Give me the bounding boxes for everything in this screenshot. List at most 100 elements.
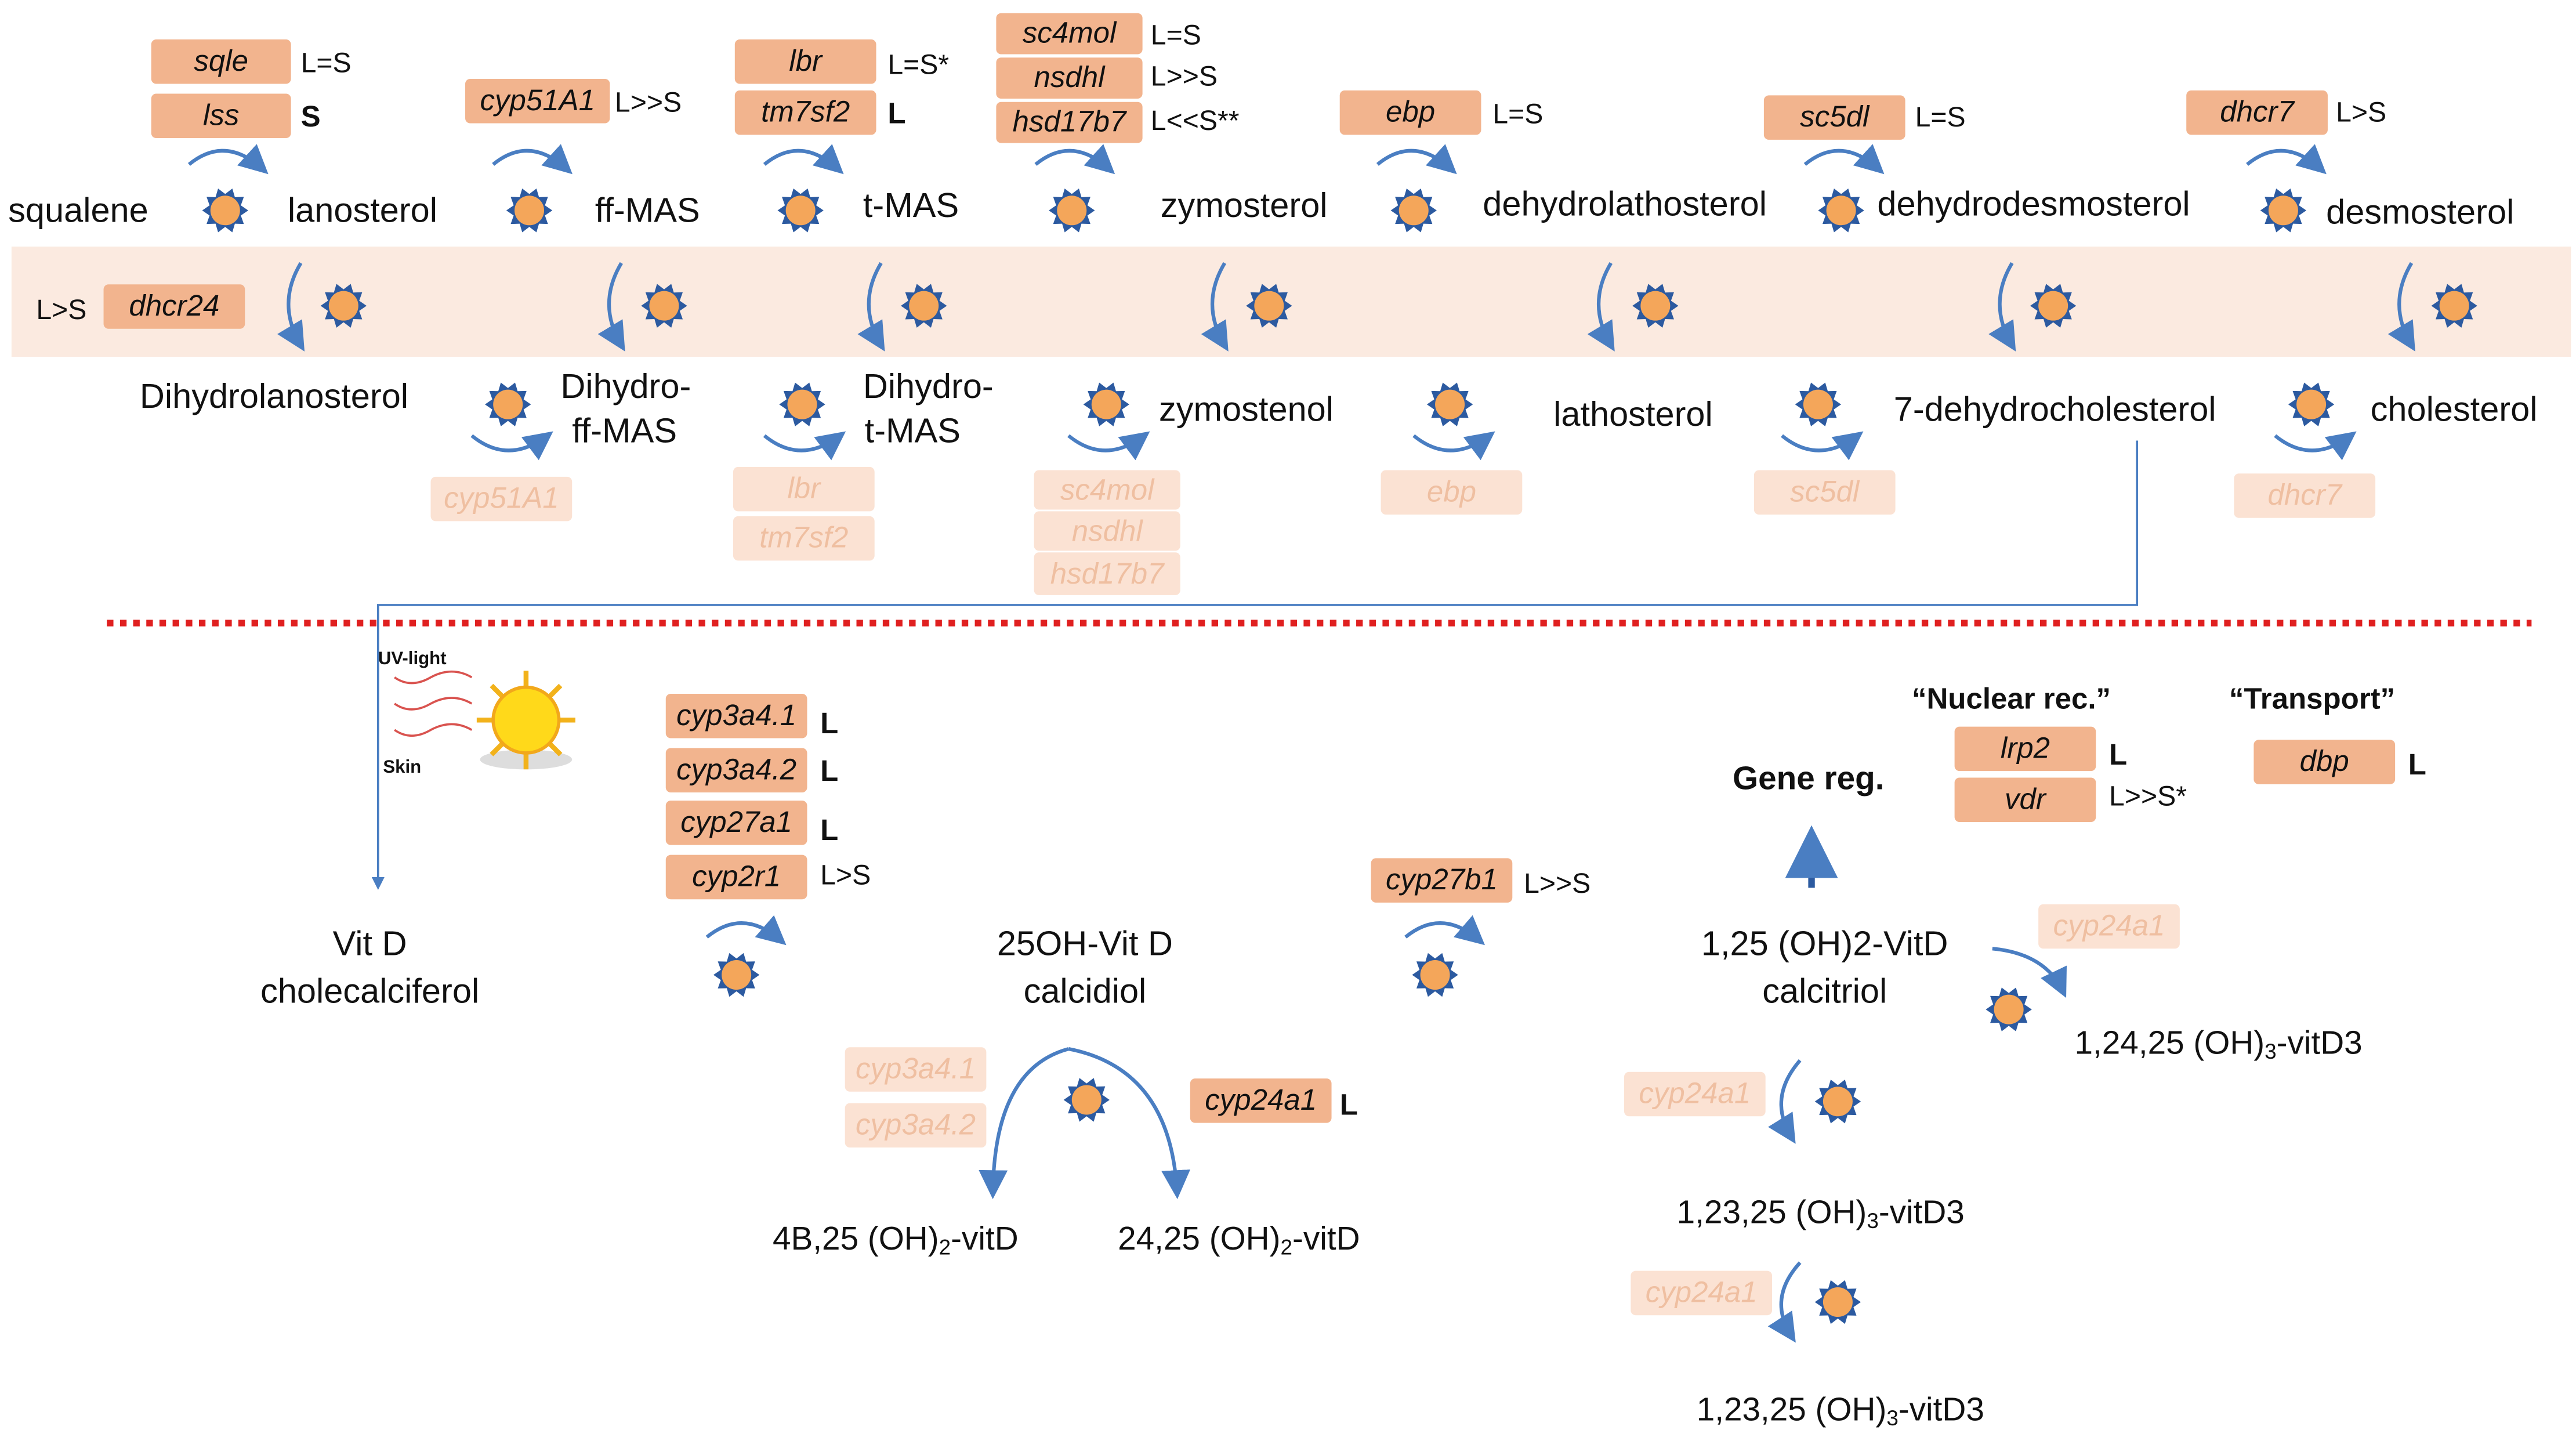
p12325b-pre: 1,23,25 (OH)	[1696, 1392, 1887, 1429]
gene-cyp27b1: cyp27b1	[1371, 858, 1513, 903]
gene-faded-cyp24a1-c: cyp24a1	[1631, 1270, 1773, 1316]
note-cyp3a4-2: L	[820, 754, 839, 788]
p12325a-pre: 1,23,25 (OH)	[1676, 1195, 1867, 1232]
gene-faded-tm7sf2: tm7sf2	[733, 516, 875, 561]
arrow-25-hydroxylation	[705, 915, 787, 946]
p12425-pre: 1,24,25 (OH)	[2074, 1026, 2265, 1062]
gene-faded-cyp24a1-b: cyp24a1	[1624, 1071, 1766, 1117]
p12425-post: -vitD3	[2276, 1026, 2363, 1062]
note-cyp24a1: L	[1339, 1088, 1358, 1121]
arrow-dhcr24-1	[277, 262, 305, 352]
p4b-post: -vitD	[951, 1221, 1019, 1258]
gene-faded-cyp3a4-1: cyp3a4.1	[845, 1047, 987, 1092]
p12325a-sub: 3	[1867, 1208, 1879, 1233]
metabolite-dihydrolanosterol: Dihydrolanosterol	[139, 378, 409, 417]
note-cyp3a4-1: L	[820, 707, 839, 740]
note-dhcr7: L>S	[2336, 97, 2387, 129]
note-sc5dl: L=S	[1915, 102, 1966, 133]
metabolite-25oh-vit-d: 25OH-Vit D	[997, 925, 1173, 964]
note-hsd17b7: L<<S**	[1150, 105, 1240, 137]
uv-waves	[394, 670, 473, 737]
note-vdr: L>>S*	[2109, 781, 2187, 812]
note-sqle: L=S	[300, 48, 352, 79]
gene-faded-cyp51a1: cyp51A1	[430, 476, 573, 522]
gear-icon	[777, 189, 824, 233]
gear-icon	[1986, 987, 2032, 1031]
arrow-ebp	[1376, 144, 1457, 175]
metabolite-squalene: squalene	[8, 192, 148, 230]
gene-lbr: lbr	[734, 39, 876, 84]
gear-icon	[1049, 189, 1095, 233]
note-sc4mol: L=S	[1150, 20, 1201, 51]
metabolite-lathosterol: lathosterol	[1553, 396, 1713, 435]
arrow-dhcr24-4	[1201, 262, 1229, 352]
gear-icon	[506, 189, 553, 233]
metabolite-dehydrodesmosterol: dehydrodesmosterol	[1877, 186, 2190, 224]
enzyme-gear-icons	[202, 189, 2477, 1324]
metabolite-dihydro-ff-mas-2: ff-MAS	[572, 412, 677, 451]
metabolite-zymosterol: zymosterol	[1160, 187, 1328, 226]
gene-nsdhl: nsdhl	[996, 57, 1143, 99]
gene-sc4mol: sc4mol	[996, 13, 1143, 55]
gear-icon	[1390, 189, 1437, 233]
gear-icon	[1814, 1080, 1861, 1124]
metabolite-desmosterol: desmosterol	[2326, 194, 2515, 232]
nuclear-rec-header: “Nuclear rec.”	[1911, 682, 2111, 715]
arrow-cyp51a1	[492, 144, 573, 175]
arrow-sc5dl	[1803, 144, 1885, 175]
note-lrp2: L	[2109, 738, 2128, 772]
connector-7dhc-to-vitd	[371, 440, 2139, 890]
gene-lrp2: lrp2	[1954, 726, 2096, 772]
note-tm7sf2: L	[887, 97, 906, 130]
gene-sc5dl: sc5dl	[1763, 95, 1905, 140]
metabolite-4b-25-oh2-vitd: 4B,25 (OH)2-vitD	[773, 1218, 1019, 1261]
metabolite-7-dehydrocholesterol: 7-dehydrocholesterol	[1893, 391, 2216, 429]
note-lss: S	[300, 100, 321, 133]
transport-header: “Transport”	[2229, 682, 2396, 715]
gear-icon	[641, 284, 687, 328]
arrow-lower-2	[763, 431, 846, 461]
metabolite-vit-d: Vit D	[332, 925, 407, 964]
gear-icon	[1063, 1078, 1110, 1122]
gene-hsd17b7: hsd17b7	[996, 102, 1143, 143]
metabolite-1-25-oh2-vitd: 1,25 (OH)2-VitD	[1701, 925, 1948, 964]
gear-icon	[1632, 284, 1679, 328]
note-ebp: L=S	[1492, 99, 1544, 130]
arrow-lower-1	[470, 431, 553, 461]
gene-cyp27a1: cyp27a1	[665, 801, 807, 845]
arrow-dhcr24-5	[1587, 262, 1615, 352]
gear-icon	[1795, 382, 1842, 426]
note-dhcr24: L>S	[36, 294, 87, 326]
note-lbr: L=S*	[887, 49, 950, 81]
dhcr24-band	[11, 247, 2571, 357]
p12425-sub: 3	[2265, 1039, 2277, 1064]
metabolite-24-25-oh2-vitd: 24,25 (OH)2-vitD	[1118, 1218, 1360, 1261]
gene-faded-sc5dl: sc5dl	[1753, 470, 1896, 515]
gene-faded-cyp3a4-2: cyp3a4.2	[845, 1103, 987, 1148]
gene-cyp2r1: cyp2r1	[665, 855, 807, 900]
gene-vdr: vdr	[1954, 777, 2096, 822]
arrow-dhcr7	[2246, 144, 2327, 175]
note-cyp27a1: L	[820, 813, 839, 847]
gene-cyp3a4-1: cyp3a4.1	[665, 693, 807, 738]
arrow-to-4b-25	[979, 1047, 1069, 1200]
arrow-dhcr24-7	[2387, 262, 2415, 352]
note-dbp: L	[2408, 748, 2426, 781]
arrow-to-1-24-25	[1992, 947, 2067, 998]
p4b-pre: 4B,25 (OH)	[772, 1221, 939, 1258]
gear-icon	[901, 284, 947, 328]
gene-dbp: dbp	[2253, 740, 2396, 784]
metabolite-lanosterol: lanosterol	[287, 192, 438, 230]
gene-faded-dhcr7: dhcr7	[2234, 473, 2376, 518]
metabolite-t-mas: t-MAS	[863, 187, 959, 226]
gene-sqle: sqle	[151, 39, 291, 84]
metabolite-dehydrolathosterol: dehydrolathosterol	[1483, 186, 1767, 224]
skin-label: Skin	[383, 758, 422, 778]
gear-icon	[1818, 189, 1864, 233]
p2425-post: -vitD	[1292, 1221, 1360, 1258]
arrow-to-1-23-25-a	[1768, 1059, 1802, 1144]
metabolite-dihydro-t-mas-1: Dihydro-	[863, 368, 994, 406]
arrow-lower-3	[1067, 431, 1150, 461]
metabolite-calcidiol: calcidiol	[1023, 973, 1147, 1011]
arrow-dhcr24-6	[1988, 262, 2016, 352]
